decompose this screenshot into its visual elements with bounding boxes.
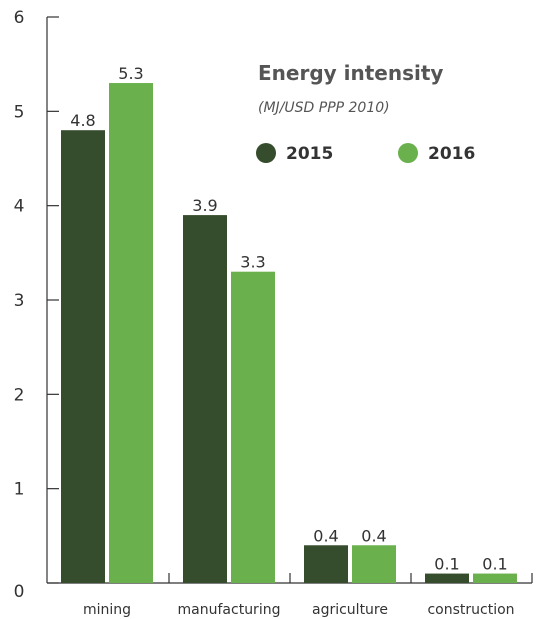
legend-swatch-2016 (398, 143, 418, 163)
category-labels: mining manufacturing agriculture constructi… (83, 602, 515, 618)
y-axis-ticks: 0 1 2 3 4 5 6 (14, 8, 59, 602)
chart-subtitle: (MJ/USD PPP 2010) (258, 100, 390, 116)
y-tick-label: 2 (14, 385, 25, 405)
y-tick-label: 6 (14, 8, 25, 28)
legend: 2015 2016 (256, 143, 475, 164)
value-label-2016-manufacturing: 3.3 (240, 253, 265, 272)
category-label-construction: construction (427, 602, 514, 618)
value-label-2016-mining: 5.3 (118, 64, 143, 83)
bar-2016-mining (109, 83, 153, 584)
y-tick-label: 5 (14, 102, 25, 122)
value-label-2015-construction: 0.1 (434, 555, 459, 574)
bar-2016-manufacturing (231, 271, 275, 583)
y-tick-label: 3 (14, 291, 25, 311)
value-label-2015-agriculture: 0.4 (313, 526, 338, 545)
y-tick-label: 0 (14, 582, 25, 602)
category-label-manufacturing: manufacturing (178, 602, 281, 618)
value-label-2015-mining: 4.8 (70, 111, 95, 130)
bar-2015-agriculture (304, 545, 348, 583)
chart-title: Energy intensity (258, 61, 443, 85)
x-axis-ticks (168, 573, 533, 583)
bar-2016-construction (473, 573, 517, 583)
value-label-2015-manufacturing: 3.9 (192, 196, 217, 215)
value-label-2016-agriculture: 0.4 (361, 526, 386, 545)
legend-label-2016: 2016 (428, 144, 475, 164)
value-labels: 4.8 3.9 0.4 0.1 5.3 3.3 0.4 0.1 (70, 64, 507, 574)
y-tick-label: 1 (14, 480, 25, 500)
y-tick-label: 4 (14, 197, 25, 217)
bar-group (61, 83, 517, 584)
bar-2015-mining (61, 130, 105, 583)
value-label-2016-construction: 0.1 (482, 555, 507, 574)
category-label-agriculture: agriculture (312, 602, 388, 618)
legend-swatch-2015 (256, 143, 276, 163)
category-label-mining: mining (83, 602, 131, 618)
bar-2016-agriculture (352, 545, 396, 583)
bar-2015-manufacturing (183, 215, 227, 583)
legend-label-2015: 2015 (286, 144, 333, 164)
bar-2015-construction (425, 573, 469, 583)
